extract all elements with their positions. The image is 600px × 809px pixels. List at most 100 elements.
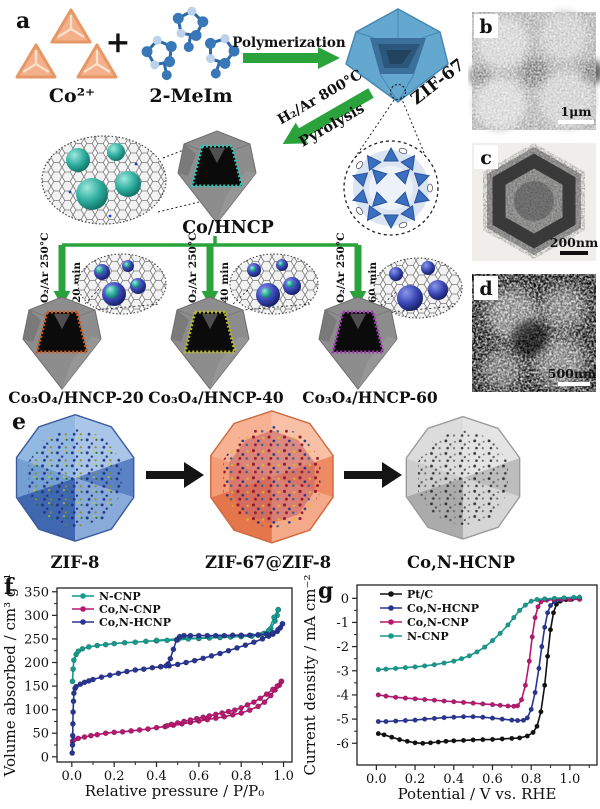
- oxidation-label-1: O₂/Ar 250°C: [39, 233, 51, 303]
- zif67-zif8-label: ZIF-67@ZIF-8: [205, 553, 331, 572]
- y-axis-title: Volume absorbed / cm³ g⁻¹: [1, 574, 19, 778]
- cobalt-ions-label: Co²⁺: [49, 85, 95, 107]
- step-arrow-1: [146, 462, 204, 488]
- oxidation-label-2: O₂/Ar 250°C: [187, 233, 199, 303]
- svg-text:0.8: 0.8: [231, 769, 252, 784]
- svg-text:0.8: 0.8: [521, 772, 542, 787]
- svg-text:N-CNP: N-CNP: [99, 590, 141, 603]
- nanoparticle-inset-2: [229, 253, 319, 315]
- svg-text:-3: -3: [336, 664, 349, 679]
- panel-d-label: d: [479, 278, 492, 300]
- svg-text:100: 100: [24, 703, 49, 718]
- chart-axes: 0.0 0.2 0.4 0.6 0.8 1.0 0 50 100 150 200 250 300 350: [24, 585, 294, 784]
- panel-b-label-box: [474, 14, 498, 38]
- svg-text:-5: -5: [336, 713, 349, 728]
- zif-framework-inset: [343, 140, 439, 236]
- panel-g-label: g: [318, 578, 333, 604]
- panel-a-label: a: [16, 8, 30, 34]
- tem-image-c: c 200nm: [472, 143, 598, 261]
- svg-text:1.0: 1.0: [273, 769, 294, 784]
- step-arrow-2: [344, 462, 402, 488]
- svg-text:0: 0: [341, 592, 349, 607]
- svg-text:0.0: 0.0: [61, 769, 82, 784]
- con-hcnp-label: Co,N-HCNP: [407, 553, 515, 572]
- svg-text:0.4: 0.4: [146, 769, 167, 784]
- svg-text:Co,N-CNP: Co,N-CNP: [99, 603, 161, 616]
- svg-text:1.0: 1.0: [560, 772, 581, 787]
- oxidation-arrow-3: [349, 245, 367, 306]
- panel-b-label: b: [479, 16, 492, 38]
- svg-text:Co,N-HCNP: Co,N-HCNP: [407, 602, 479, 615]
- panel-f-label: f: [4, 574, 15, 600]
- nanoparticle-inset-1: [77, 253, 167, 315]
- series-N-CNP: [375, 594, 583, 673]
- series-Co,N-HCNP: [375, 596, 583, 725]
- microscopy-panels: b 1μm c 200nm d 500nm: [470, 12, 600, 392]
- svg-text:200: 200: [24, 656, 49, 671]
- x-axis-title: Relative pressure / P/P₀: [85, 782, 264, 800]
- sem-image-b: b 1μm: [470, 12, 600, 130]
- series-Co,N-HCNP: [69, 620, 286, 756]
- con-hcnp-crystal: [406, 416, 520, 539]
- svg-text:N-CNP: N-CNP: [407, 630, 449, 643]
- treatment-bracket: [53, 236, 367, 306]
- svg-text:0.2: 0.2: [104, 769, 125, 784]
- scalebar-b-label: 1μm: [560, 104, 591, 119]
- svg-text:0: 0: [41, 750, 49, 765]
- scalebar-c-label: 200nm: [550, 235, 598, 250]
- svg-text:-1: -1: [336, 616, 349, 631]
- svg-text:0.2: 0.2: [405, 772, 426, 787]
- panel-e-label: e: [12, 409, 26, 435]
- oxidation-label-3: O₂/Ar 250°C: [335, 233, 347, 303]
- panel-e-schematic: e ZIF-8 ZIF-67@ZIF-8 Co,N-HCNP: [12, 409, 520, 572]
- product-label-2: Co₃O₄/HNCP-40: [148, 388, 284, 407]
- pyrolysis-arrow: [282, 88, 374, 144]
- cobalt-triangles-icon: [15, 8, 118, 79]
- ligand-label: 2-MeIm: [149, 85, 232, 107]
- x-axis-title: Potential / V vs. RHE: [398, 785, 557, 803]
- product-label-3: Co₃O₄/HNCP-60: [302, 388, 438, 407]
- zif8-label: ZIF-8: [50, 553, 99, 572]
- svg-text:-6: -6: [336, 737, 349, 752]
- svg-text:-2: -2: [336, 640, 349, 655]
- svg-text:Co,N-CNP: Co,N-CNP: [407, 616, 469, 629]
- svg-text:0.6: 0.6: [189, 769, 210, 784]
- chart-axes: 0.0 0.2 0.4 0.6 0.8 1.0 0 -1 -2 -3 -4 -5 -6: [336, 584, 598, 787]
- scalebar-c: [560, 251, 588, 255]
- svg-text:0.4: 0.4: [443, 772, 464, 787]
- scalebar-b: [558, 120, 594, 124]
- svg-text:Pt/C: Pt/C: [407, 588, 433, 601]
- stem-image-d: d 500nm: [472, 274, 596, 392]
- co-hncp-label: Co/HNCP: [182, 218, 274, 238]
- svg-text:-4: -4: [336, 688, 349, 703]
- y-axis-title: Current density / mA cm⁻²: [301, 575, 319, 776]
- svg-text:150: 150: [24, 680, 49, 695]
- svg-text:250: 250: [24, 632, 49, 647]
- product-label-1: Co₃O₄/HNCP-20: [8, 388, 144, 407]
- graphene-inset: [41, 135, 167, 225]
- svg-text:0.0: 0.0: [366, 772, 387, 787]
- time-label-2: 40 min: [219, 262, 231, 303]
- panel-c-label-box: [474, 145, 498, 169]
- co-hncp-crystal: [176, 129, 258, 225]
- polymerization-arrow: [243, 47, 340, 69]
- svg-text:Co,N-HCNP: Co,N-HCNP: [99, 616, 171, 629]
- product-crystal-3: [317, 295, 399, 391]
- nanoparticle-inset-3: [373, 257, 463, 319]
- oxidation-arrow-2: [201, 245, 219, 306]
- orr-polarization-chart: g 0.0 0.2 0.4 0.6 0.8 1.0 0 -1 -2 -3 -4 -5 -6 Potenti…: [301, 575, 598, 803]
- scalebar-d: [558, 382, 590, 386]
- meim-molecules-icon: [137, 2, 245, 86]
- svg-text:350: 350: [24, 585, 49, 600]
- svg-text:0.6: 0.6: [482, 772, 503, 787]
- svg-text:50: 50: [32, 727, 49, 742]
- series-Co,N-CNP: [69, 678, 285, 745]
- zif8-crystal: [16, 414, 134, 542]
- product-crystal-1: [21, 295, 103, 391]
- series-Co,N-CNP: [375, 596, 583, 709]
- plus-sign: +: [105, 25, 130, 60]
- scalebar-d-label: 500nm: [548, 366, 596, 381]
- oxidation-arrow-1: [53, 245, 71, 306]
